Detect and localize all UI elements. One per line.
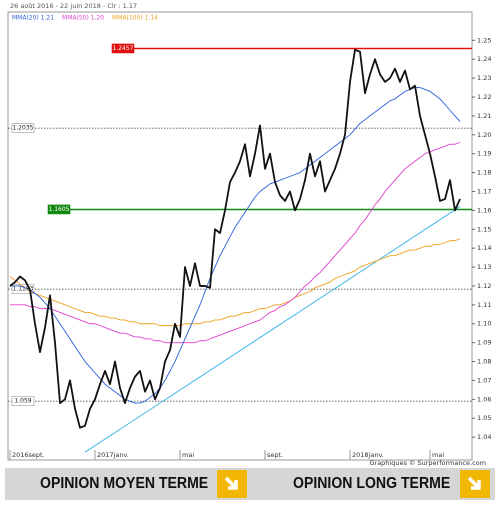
legend-entry: MMA(20) 1.21 (12, 15, 54, 22)
arrow (224, 476, 238, 490)
arrow-icon[interactable] (217, 470, 247, 498)
level-label: 1.059 (14, 398, 31, 405)
y-tick-label: 1.10 (477, 320, 491, 328)
y-tick-label: 1.22 (477, 93, 491, 101)
y-tick-label: 1.11 (477, 301, 491, 309)
y-tick-label: 1.24 (477, 55, 491, 63)
price-line (9, 48, 461, 429)
legend-entry: MMA(50) 1.20 (62, 15, 104, 22)
y-tick-label: 1.09 (477, 339, 491, 347)
level-label-box (11, 123, 35, 133)
opinion-button[interactable]: OPINION LONG TERME (293, 468, 463, 500)
y-tick-label: 1.04 (477, 433, 491, 441)
chart: 26 août 2016 - 22 juin 2018 - Clr : 1.17… (7, 2, 491, 467)
y-tick-label: 1.15 (477, 225, 491, 233)
y-tick-label: 1.16 (477, 206, 491, 214)
y-tick-label: 1.19 (477, 150, 491, 158)
y-tick-label: 1.13 (477, 263, 491, 271)
credit: Graphiques © Surperformance.com (369, 459, 486, 467)
level-label-box (47, 204, 71, 215)
arrow (467, 476, 481, 490)
y-tick-label: 1.14 (477, 244, 491, 252)
x-tick-label: mai (182, 451, 194, 459)
level-label: 1.2457 (113, 45, 134, 52)
level-label: 1.1183 (13, 286, 34, 293)
opinion-bar: OPINION MOYEN TERME OPINION LONG TERME (5, 468, 495, 500)
plot-frame (7, 11, 473, 461)
y-tick-label: 1.17 (477, 187, 491, 195)
y-tick-label: 1.20 (477, 131, 491, 139)
x-tick-label: 2018janv. (352, 451, 384, 459)
level-label-box (11, 396, 35, 407)
y-tick-label: 1.12 (477, 282, 491, 290)
level-label-box (111, 43, 135, 54)
button-label: OPINION LONG TERME (293, 475, 451, 492)
ma-line (10, 87, 461, 404)
y-tick-label: 1.08 (477, 358, 491, 366)
x-tick-label: 2016sept. (12, 451, 45, 459)
y-tick-label: 1.05 (477, 414, 491, 422)
x-tick-label: sept. (267, 451, 283, 459)
y-tick-label: 1.18 (477, 169, 491, 177)
y-tick-label: 1.25 (477, 36, 491, 44)
level-label: 1.2035 (13, 125, 34, 132)
level-label: 1.1605 (49, 206, 70, 213)
button-label: OPINION MOYEN TERME (40, 475, 209, 492)
opinion-button[interactable]: OPINION MOYEN TERME (40, 468, 220, 500)
legend-entry: MMA(100) 1.14 (112, 15, 158, 22)
y-tick-label: 1.06 (477, 395, 491, 403)
level-label-box (11, 284, 35, 294)
arrow-icon[interactable] (460, 470, 490, 498)
ma-line (10, 141, 461, 344)
x-tick-label: mai (432, 451, 444, 459)
chart-header: 26 août 2016 - 22 juin 2018 - Clr : 1.17 (10, 2, 137, 10)
y-tick-label: 1.21 (477, 112, 491, 120)
y-tick-label: 1.23 (477, 74, 491, 82)
x-tick-label: 2017janv. (97, 451, 129, 459)
y-tick-label: 1.07 (477, 376, 491, 384)
ma-line (9, 238, 461, 327)
trendline (84, 206, 461, 453)
